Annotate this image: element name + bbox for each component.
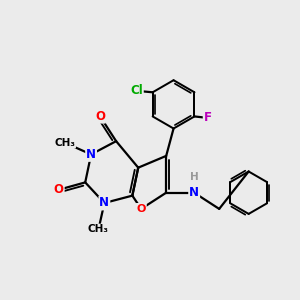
Text: O: O (54, 183, 64, 196)
Text: H: H (190, 172, 199, 182)
Text: CH₃: CH₃ (54, 138, 75, 148)
Text: F: F (204, 111, 212, 124)
Text: N: N (86, 148, 96, 161)
Text: Cl: Cl (130, 84, 143, 97)
Text: N: N (189, 186, 199, 199)
Text: O: O (95, 110, 105, 123)
Text: O: O (136, 204, 146, 214)
Text: N: N (99, 196, 110, 209)
Text: CH₃: CH₃ (88, 224, 109, 235)
